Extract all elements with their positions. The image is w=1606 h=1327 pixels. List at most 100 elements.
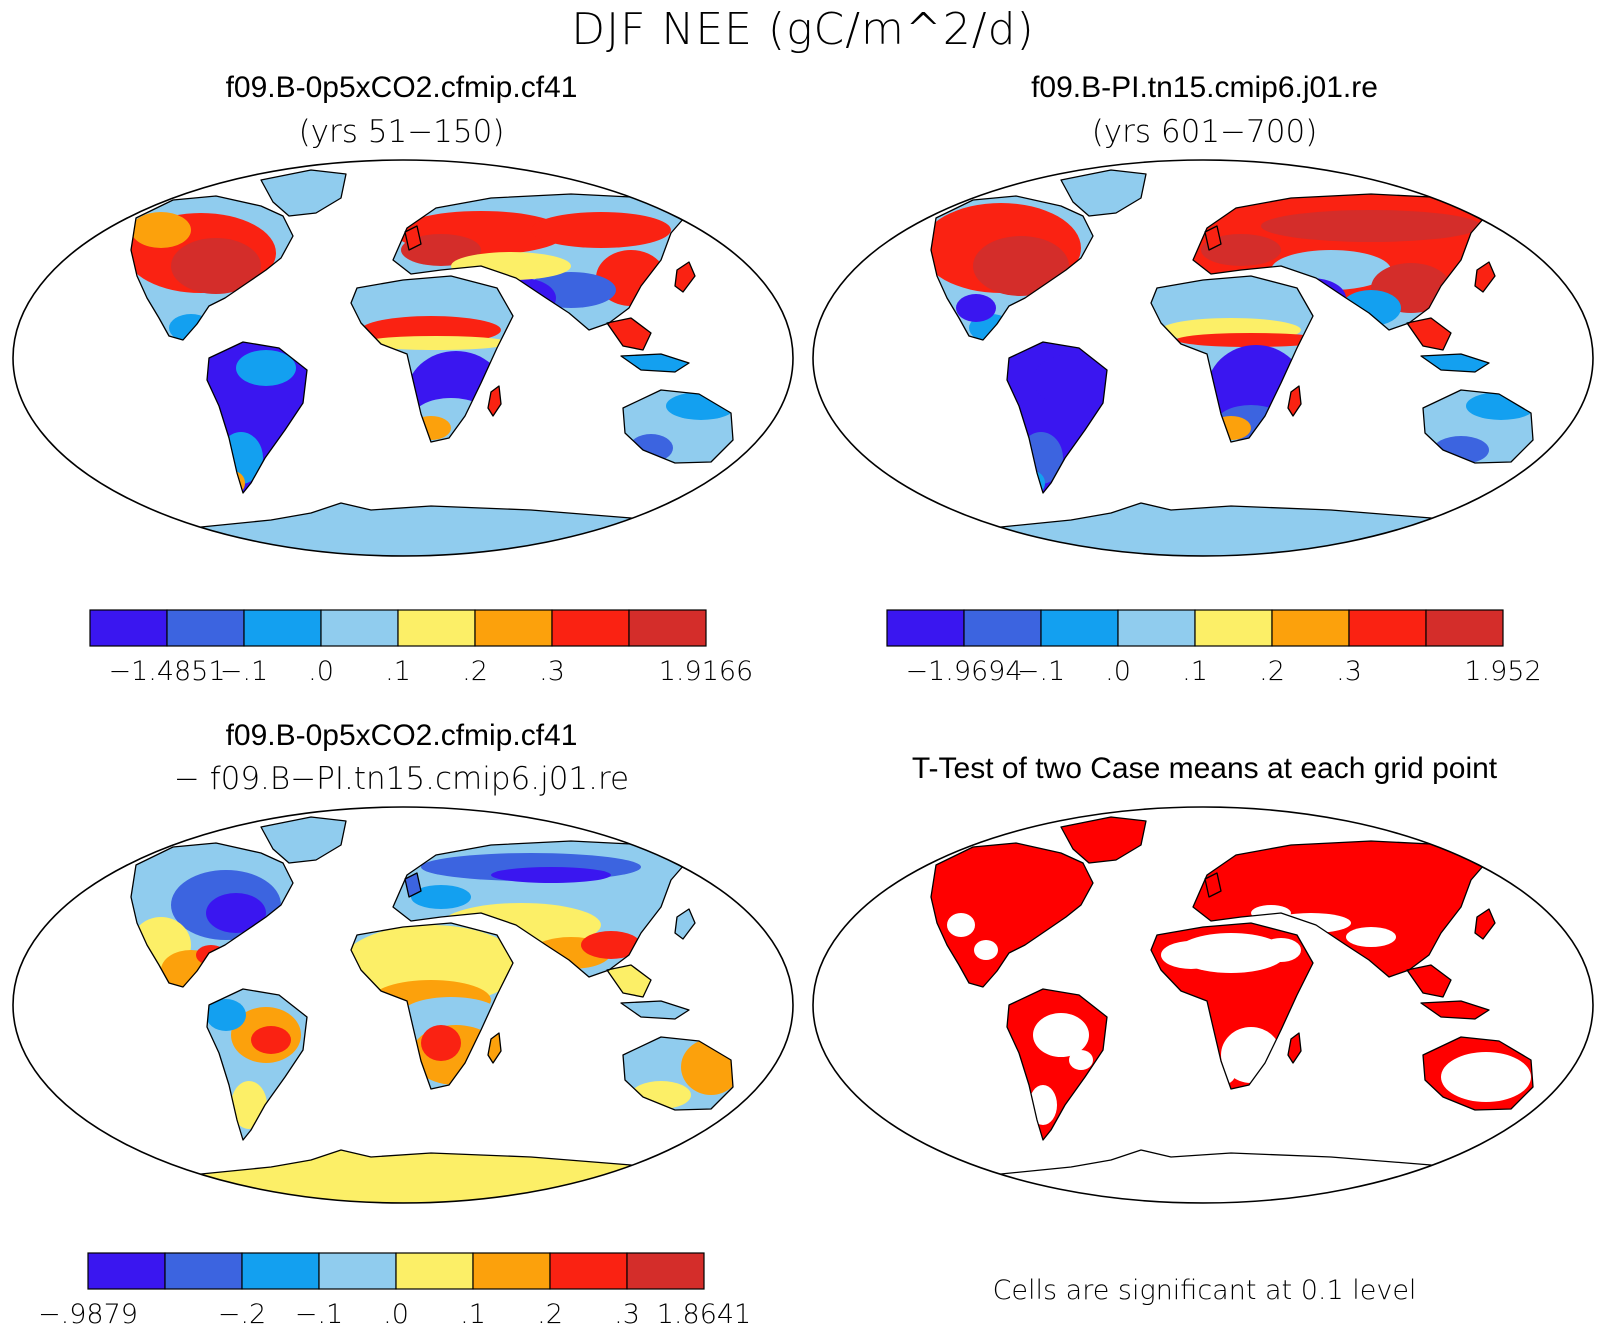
panel3-subtitle: − f09.B−PI.tn15.cmip6.j01.re <box>173 761 630 797</box>
colorbar-box <box>164 1252 243 1290</box>
value-region <box>207 999 246 1031</box>
page-title: DJF NEE (gC/m^2/d) <box>571 4 1035 55</box>
coastline-seasia <box>1406 964 1452 998</box>
coastline-eurasia <box>1192 193 1492 331</box>
panel3-colorbar: −.9879 −.2 −.1 .0 .1 .2 .3 1.8641 <box>38 1252 751 1327</box>
land-uk <box>1205 873 1221 897</box>
insignificant-area <box>974 940 998 960</box>
coastline-eurasia <box>392 193 692 331</box>
colorbar-box <box>1194 609 1273 647</box>
colorbar-tick-label: .1 <box>385 656 411 687</box>
colorbar-box <box>1040 609 1119 647</box>
map-border <box>812 159 1594 557</box>
coastline-samerica <box>206 988 308 1141</box>
coastline-australia <box>1422 1036 1534 1111</box>
value-region <box>411 885 471 909</box>
colorbar-box <box>320 609 399 647</box>
insignificant-area <box>1346 927 1396 947</box>
insignificant-area <box>1069 1050 1093 1070</box>
panel4-title: T-Test of two Case means at each grid po… <box>911 752 1498 785</box>
value-region <box>491 867 611 883</box>
colorbar-box <box>1348 609 1427 647</box>
colorbar-tick-label: .0 <box>1105 656 1131 687</box>
colorbar-tick-label: .2 <box>462 656 488 687</box>
colorbar-tick-label: .2 <box>537 1299 563 1327</box>
coastline-eurasia <box>1192 840 1492 978</box>
value-region <box>351 925 513 1005</box>
colorbar-box <box>551 609 630 647</box>
coastline-uk <box>1204 225 1222 251</box>
coastline-namerica <box>930 842 1094 988</box>
land-uk <box>405 873 421 897</box>
insignificant-area <box>1033 1013 1089 1057</box>
coastline-namerica <box>130 195 294 341</box>
map-content <box>13 160 793 556</box>
insignificant-area <box>1441 1052 1531 1102</box>
coastline-madagascar <box>1287 385 1302 417</box>
value-region <box>763 464 779 490</box>
coastline-namerica <box>130 842 294 988</box>
coastline-africa <box>350 922 514 1090</box>
map-border <box>12 806 794 1204</box>
colorbar-box <box>628 609 707 647</box>
colorbar-tick-label: −1.9694 <box>905 656 1022 687</box>
map-border <box>12 159 794 557</box>
value-region <box>251 1026 291 1054</box>
coastline-madagascar <box>487 385 502 417</box>
colorbar-box <box>243 609 322 647</box>
colorbar-tick-label: .3 <box>539 656 565 687</box>
value-region <box>401 997 501 1033</box>
coastline-indonesia <box>1420 353 1490 373</box>
colorbar-tick-label: 1.9166 <box>659 656 753 687</box>
value-region <box>131 212 191 248</box>
panel1-colorbar: −1.4851−.1 .0 .1 .2 .3 1.9166 <box>89 609 753 687</box>
colorbar-tick-label: −.9879 <box>38 1299 138 1327</box>
coastline-greenland <box>1060 816 1147 864</box>
coastline-japan <box>674 908 696 940</box>
land-base <box>1205 873 1221 897</box>
coastline-newzealand <box>762 1109 780 1138</box>
insignificant-area <box>1261 938 1301 962</box>
value-region <box>206 893 266 933</box>
panel4-map <box>812 806 1594 1204</box>
coastline-uk <box>1204 872 1222 898</box>
colorbar-box <box>1117 609 1196 647</box>
value-region <box>973 236 1069 296</box>
colorbar-tick-label: .1 <box>460 1299 486 1327</box>
panel4-footer: Cells are significant at 0.1 level <box>992 1275 1417 1306</box>
coastline-eurasia <box>392 840 692 978</box>
coastline-seasia <box>606 964 652 998</box>
panel2-title: f09.B-PI.tn15.cmip6.j01.re <box>1031 71 1378 104</box>
panel1-title: f09.B-0p5xCO2.cfmip.cf41 <box>225 71 578 104</box>
coastline-newzealand <box>1562 462 1580 491</box>
colorbar-box <box>241 1252 320 1290</box>
value-region <box>1176 333 1313 347</box>
panel2-colorbar: −1.9694−.1 .0 .1 .2 .3 1.952 <box>886 609 1542 687</box>
colorbar-tick-label: 1.8641 <box>657 1299 751 1327</box>
colorbar-tick-label: .0 <box>383 1299 409 1327</box>
colorbar-tick-label: .0 <box>308 656 334 687</box>
value-region <box>1563 464 1579 490</box>
colorbar-tick-label: −.2 <box>218 1299 266 1327</box>
value-region <box>1033 354 1107 406</box>
panel1-map <box>12 159 794 557</box>
coastline-samerica <box>1006 988 1108 1141</box>
coastline-africa <box>1150 922 1314 1090</box>
value-region <box>236 350 296 386</box>
value-region <box>405 226 421 250</box>
colorbar-box <box>474 609 553 647</box>
colorbar-box <box>1271 609 1350 647</box>
coastline-japan <box>674 261 696 293</box>
colorbar-box <box>87 1252 166 1290</box>
land-uk <box>1205 226 1221 250</box>
value-region <box>171 238 261 294</box>
coastline-madagascar <box>487 1032 502 1064</box>
coastline-africa <box>1150 275 1314 443</box>
coastline-greenland <box>260 169 347 217</box>
colorbar-box <box>397 609 476 647</box>
colorbar-box <box>318 1252 397 1290</box>
panel3-title: f09.B-0p5xCO2.cfmip.cf41 <box>225 719 578 752</box>
coastline-australia <box>622 1036 734 1111</box>
value-region <box>405 873 421 897</box>
colorbar-box <box>166 609 245 647</box>
